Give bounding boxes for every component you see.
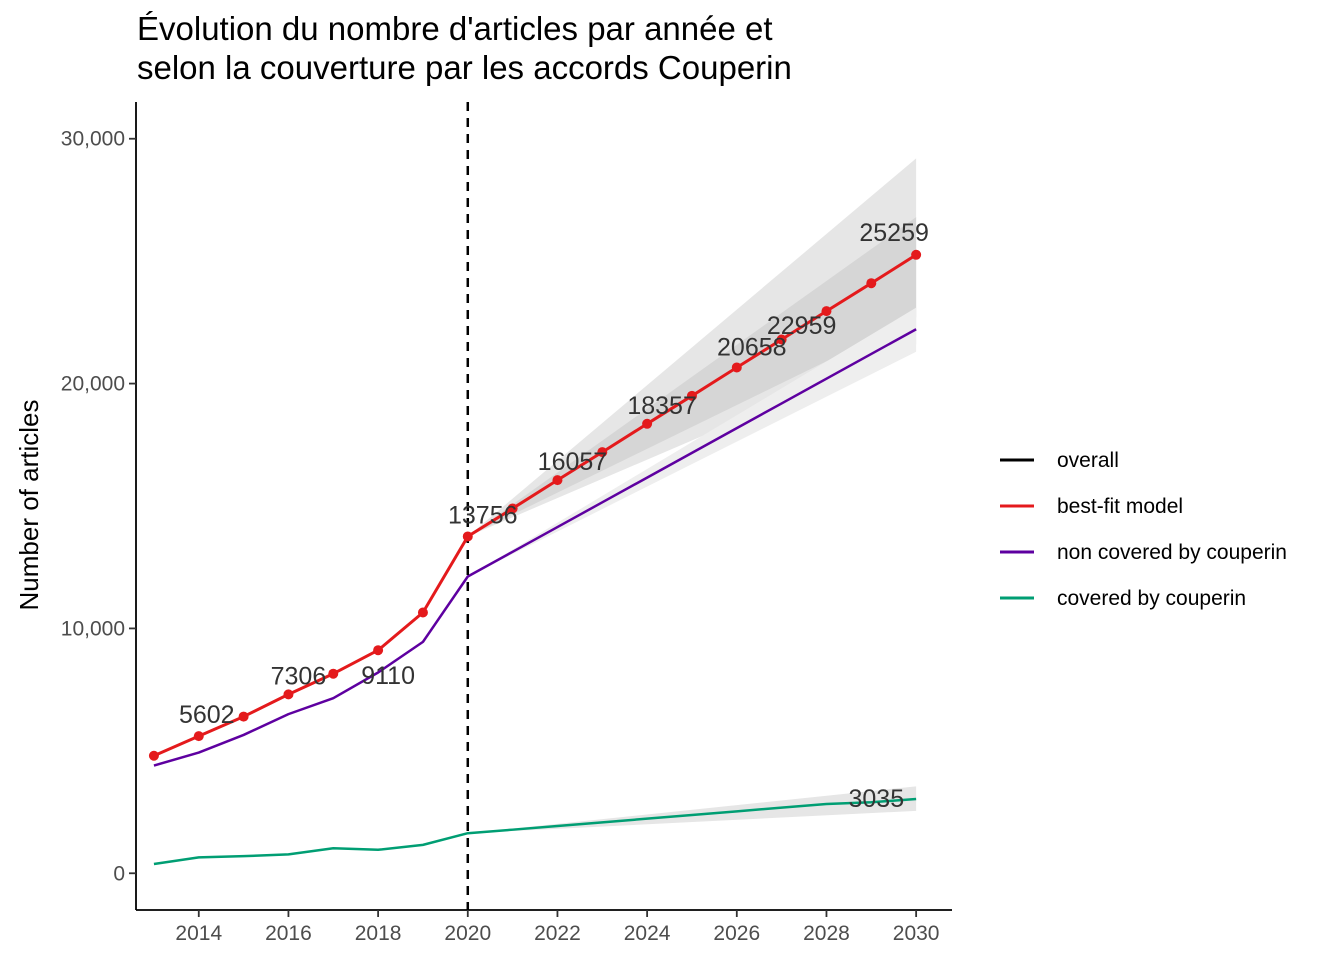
data-point-best-fit-model <box>238 711 249 722</box>
x-tick-label: 2020 <box>444 922 491 945</box>
data-point-best-fit-model <box>866 278 877 289</box>
y-tick-label: 30,000 <box>61 128 125 151</box>
data-point-best-fit-model <box>552 475 563 486</box>
data-point-best-fit-model <box>597 447 608 458</box>
chart-subtitle: selon la couverture par les accords Coup… <box>137 49 792 86</box>
data-point-best-fit-model <box>507 503 518 514</box>
series-line-covered-by-couperin <box>153 797 917 866</box>
ribbon-best-fit-model-0 <box>467 158 917 537</box>
data-label: 18357 <box>627 392 697 420</box>
x-tick-label: 2022 <box>534 922 581 945</box>
data-point-best-fit-model <box>328 668 339 679</box>
ribbon-non-covered-by-couperin-2 <box>467 307 917 577</box>
y-tick-label: 20,000 <box>61 373 125 396</box>
x-tick-label: 2014 <box>175 922 222 945</box>
data-label: 3035 <box>849 785 905 813</box>
legend-item-covered-by-couperin: covered by couperin <box>1000 587 1246 610</box>
ribbons-layer <box>467 158 917 834</box>
data-point-best-fit-model <box>193 731 204 742</box>
data-point-best-fit-model <box>373 645 384 656</box>
ribbon-covered-by-couperin-3 <box>467 786 917 834</box>
y-tick-label: 0 <box>113 862 125 885</box>
data-point-best-fit-model <box>642 418 653 429</box>
legend-label: overall <box>1057 449 1119 472</box>
legend-label: covered by couperin <box>1057 587 1246 610</box>
legend-item-non-covered-by-couperin: non covered by couperin <box>1000 541 1287 564</box>
data-label: 5602 <box>179 701 235 729</box>
data-point-best-fit-model <box>686 390 697 401</box>
x-tick-label: 2028 <box>803 922 850 945</box>
series-line-non-covered-by-couperin <box>153 328 917 767</box>
legend-label: best-fit model <box>1057 495 1183 518</box>
y-tick-label: 10,000 <box>61 617 125 640</box>
x-tick-label: 2018 <box>355 922 402 945</box>
x-tick-label: 2030 <box>893 922 940 945</box>
data-label: 22959 <box>767 312 837 340</box>
data-point-best-fit-model <box>148 750 159 761</box>
x-tick-label: 2024 <box>624 922 671 945</box>
data-point-best-fit-model <box>417 607 428 618</box>
legend-label: non covered by couperin <box>1057 541 1287 564</box>
data-point-best-fit-model <box>462 531 473 542</box>
data-label: 16057 <box>538 448 608 476</box>
data-point-best-fit-model <box>911 249 922 260</box>
points-layer <box>148 249 922 761</box>
data-point-best-fit-model <box>283 689 294 700</box>
data-label: 7306 <box>271 662 327 690</box>
data-label: 20658 <box>717 333 787 361</box>
axes <box>135 102 952 911</box>
data-point-best-fit-model <box>776 334 787 345</box>
legend: overall best-fit model non covered by coup… <box>1000 449 1287 610</box>
series-line-best-fit-model <box>153 253 917 758</box>
x-tick-label: 2016 <box>265 922 312 945</box>
x-tick-label: 2026 <box>713 922 760 945</box>
data-point-best-fit-model <box>821 306 832 317</box>
legend-item-best-fit-model: best-fit model <box>1000 495 1183 518</box>
data-label: 13756 <box>448 501 518 529</box>
ribbon-best-fit-model-1 <box>467 217 917 537</box>
legend-item-overall: overall <box>1000 449 1119 472</box>
data-label: 9110 <box>361 662 415 690</box>
ticks-layer: 2014 2016 2018 2020 2022 2024 2026 2028 2030 0 10,… <box>61 128 940 945</box>
chart-title: Évolution du nombre d'articles par année… <box>137 10 773 47</box>
series-lines-layer <box>153 253 917 866</box>
data-point-best-fit-model <box>731 362 742 373</box>
y-axis-title: Number of articles <box>14 400 44 611</box>
data-label: 25259 <box>859 219 929 247</box>
